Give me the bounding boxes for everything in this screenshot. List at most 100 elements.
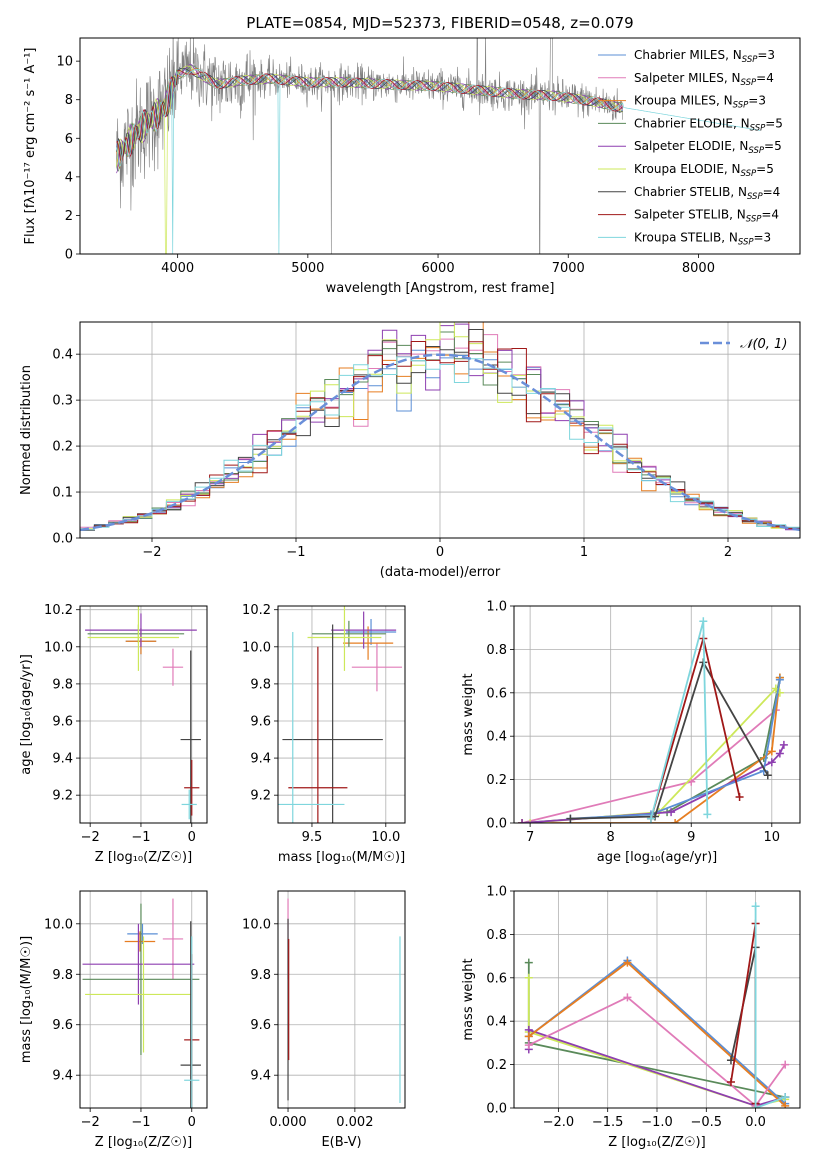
y-tick-label: 0.8 [486, 643, 507, 658]
y-tick-label: 1.0 [486, 885, 507, 900]
weight-line-kroupa_stelib [754, 906, 786, 1108]
legend-label: Chabrier ELODIE, NSSP=5 [634, 116, 783, 133]
x-tick-label: 9 [687, 830, 695, 845]
y-tick-label: 9.4 [52, 752, 73, 767]
panel-mass-vs-Z: −2 −1 0 9.4 9.6 9.8 10.0 Z [log₁₀(Z/Z☉)] mass [l… [19, 890, 208, 1150]
plot-area [524, 902, 790, 1108]
x-tick-label: 0.002 [336, 1115, 373, 1130]
legend-subscript: SSP [746, 215, 762, 225]
y-axis-label: mass weight [461, 673, 476, 755]
y-tick-label: 10.2 [44, 603, 73, 618]
weight-line-salpeter_miles [521, 709, 777, 823]
observed-spectrum [116, 38, 623, 254]
weight-line-salpeter_miles [528, 996, 786, 1108]
x-tick-label: −1.0 [641, 1115, 673, 1130]
legend-suffix: =3 [757, 48, 775, 62]
x-tick-label: −2 [81, 1115, 100, 1130]
x-tick-label: −1.5 [592, 1115, 624, 1130]
legend-label: Kroupa STELIB, NSSP=3 [634, 230, 771, 247]
weight-marker-chabrier_miles [775, 675, 784, 684]
legend-label: Salpeter STELIB, NSSP=4 [634, 208, 779, 225]
x-tick-label: −2 [81, 830, 100, 845]
y-tick-label: 0.0 [486, 1102, 507, 1117]
panel-mass-weight-vs-age: 7 8 9 10 0.0 0.2 0.4 0.6 0.8 1.0 age [log₁₀(age/yr… [461, 600, 801, 865]
y-tick-label: 10.0 [242, 640, 271, 655]
legend-suffix: =4 [763, 185, 781, 199]
x-tick-label: −2.0 [543, 1115, 575, 1130]
panel-mass-vs-ebv: 0.000 0.002 9.4 9.6 9.8 10.0 E(B-V) [242, 890, 406, 1150]
x-axis-label: (data-model)/error [380, 565, 501, 580]
weight-marker-kroupa_miles [671, 819, 680, 823]
y-tick-label: 9.8 [52, 968, 73, 983]
model-spectrum-kroupa_elodie [116, 65, 623, 254]
x-axis-label: Z [log₁₀(Z/Z☉)] [608, 1135, 705, 1150]
figure-title: PLATE=0854, MJD=52373, FIBERID=0548, z=0… [246, 14, 633, 32]
x-tick-label: −0.5 [691, 1115, 723, 1130]
y-tick-label: 9.6 [250, 1018, 271, 1033]
axes-frame [79, 605, 208, 824]
weight-marker-kroupa_elodie [526, 819, 535, 823]
y-axis-label: age [log₁₀(age/yr)] [19, 654, 34, 775]
y-tick-label: 0.1 [52, 486, 73, 501]
x-axis-label: wavelength [Angstrom, rest frame] [326, 281, 555, 296]
legend-label: Salpeter ELODIE, NSSP=5 [634, 139, 782, 156]
plot-area [278, 606, 403, 823]
weight-marker-salpeter_elodie [767, 758, 776, 767]
weight-marker-kroupa_miles [524, 1032, 533, 1041]
legend-suffix: =4 [761, 208, 779, 222]
weight-marker-kroupa_miles [623, 958, 632, 967]
weight-line-salpeter_stelib [650, 634, 741, 819]
legend-text: Chabrier STELIB, N [634, 185, 747, 199]
x-tick-label: 10 [764, 830, 781, 845]
x-tick-label: 5000 [291, 261, 324, 276]
x-tick-label: 8 [607, 830, 615, 845]
weight-marker-salpeter_elodie [518, 819, 527, 823]
x-tick-label: 1 [580, 545, 588, 560]
x-tick-label: 0.0 [745, 1115, 766, 1130]
legend-suffix: =3 [748, 94, 766, 108]
y-tick-label: 0.0 [486, 817, 507, 832]
plot-area [287, 898, 401, 1103]
y-axis-label: mass [log₁₀(M/M☉)] [19, 936, 34, 1063]
legend-label: Chabrier STELIB, NSSP=4 [634, 185, 780, 202]
y-tick-label: 9.6 [250, 714, 271, 729]
panel-residuals: −2 −1 0 1 2 0.0 0.1 0.2 0.3 0.4 (data-model)/error… [19, 321, 801, 580]
x-tick-label: 8000 [682, 261, 715, 276]
legend-suffix: =5 [756, 162, 774, 176]
y-tick-label: 0.0 [52, 532, 73, 547]
y-tick-label: 9.4 [250, 752, 271, 767]
y-axis-label: Flux [fλ10⁻¹⁷ erg cm⁻² s⁻¹ A⁻¹] [23, 48, 38, 245]
x-tick-label: −1 [131, 1115, 150, 1130]
y-tick-label: 9.6 [52, 714, 73, 729]
x-tick-label: 7 [526, 830, 534, 845]
x-tick-label: −2 [142, 545, 161, 560]
axes-frame [79, 321, 801, 539]
axes-frame [79, 890, 208, 1109]
model-spectrum-kroupa_stelib [116, 68, 761, 254]
y-tick-label: 1.0 [486, 600, 507, 615]
y-tick-label: 0.4 [52, 348, 73, 363]
legend-label: Chabrier MILES, NSSP=3 [634, 48, 775, 65]
legend-text: Salpeter STELIB, N [634, 208, 746, 222]
legend-text: Chabrier MILES, N [634, 48, 742, 62]
y-tick-label: 2 [65, 209, 73, 224]
weight-marker-kroupa_stelib [646, 814, 655, 823]
legend-subscript: SSP [748, 146, 764, 156]
y-tick-label: 8 [65, 93, 73, 108]
y-tick-label: 9.8 [52, 677, 73, 692]
legend-suffix: =3 [754, 230, 772, 244]
y-tick-label: 0.2 [52, 440, 73, 455]
legend-subscript: SSP [742, 55, 758, 65]
x-tick-label: 0 [188, 830, 196, 845]
y-tick-label: 9.8 [250, 968, 271, 983]
legend-subscript: SSP [747, 192, 763, 202]
x-axis-label: mass [log₁₀(M/M☉)] [278, 850, 405, 865]
legend-label: Salpeter MILES, NSSP=4 [634, 71, 774, 88]
x-axis-label: Z [log₁₀(Z/Z☉)] [95, 1135, 192, 1150]
weight-line-chabrier_stelib [570, 660, 769, 820]
model-spectrum-chabrier_stelib [116, 67, 623, 159]
x-tick-label: 10.0 [371, 830, 400, 845]
weight-marker-kroupa_elodie [524, 973, 533, 982]
y-tick-label: 0.4 [486, 1015, 507, 1030]
